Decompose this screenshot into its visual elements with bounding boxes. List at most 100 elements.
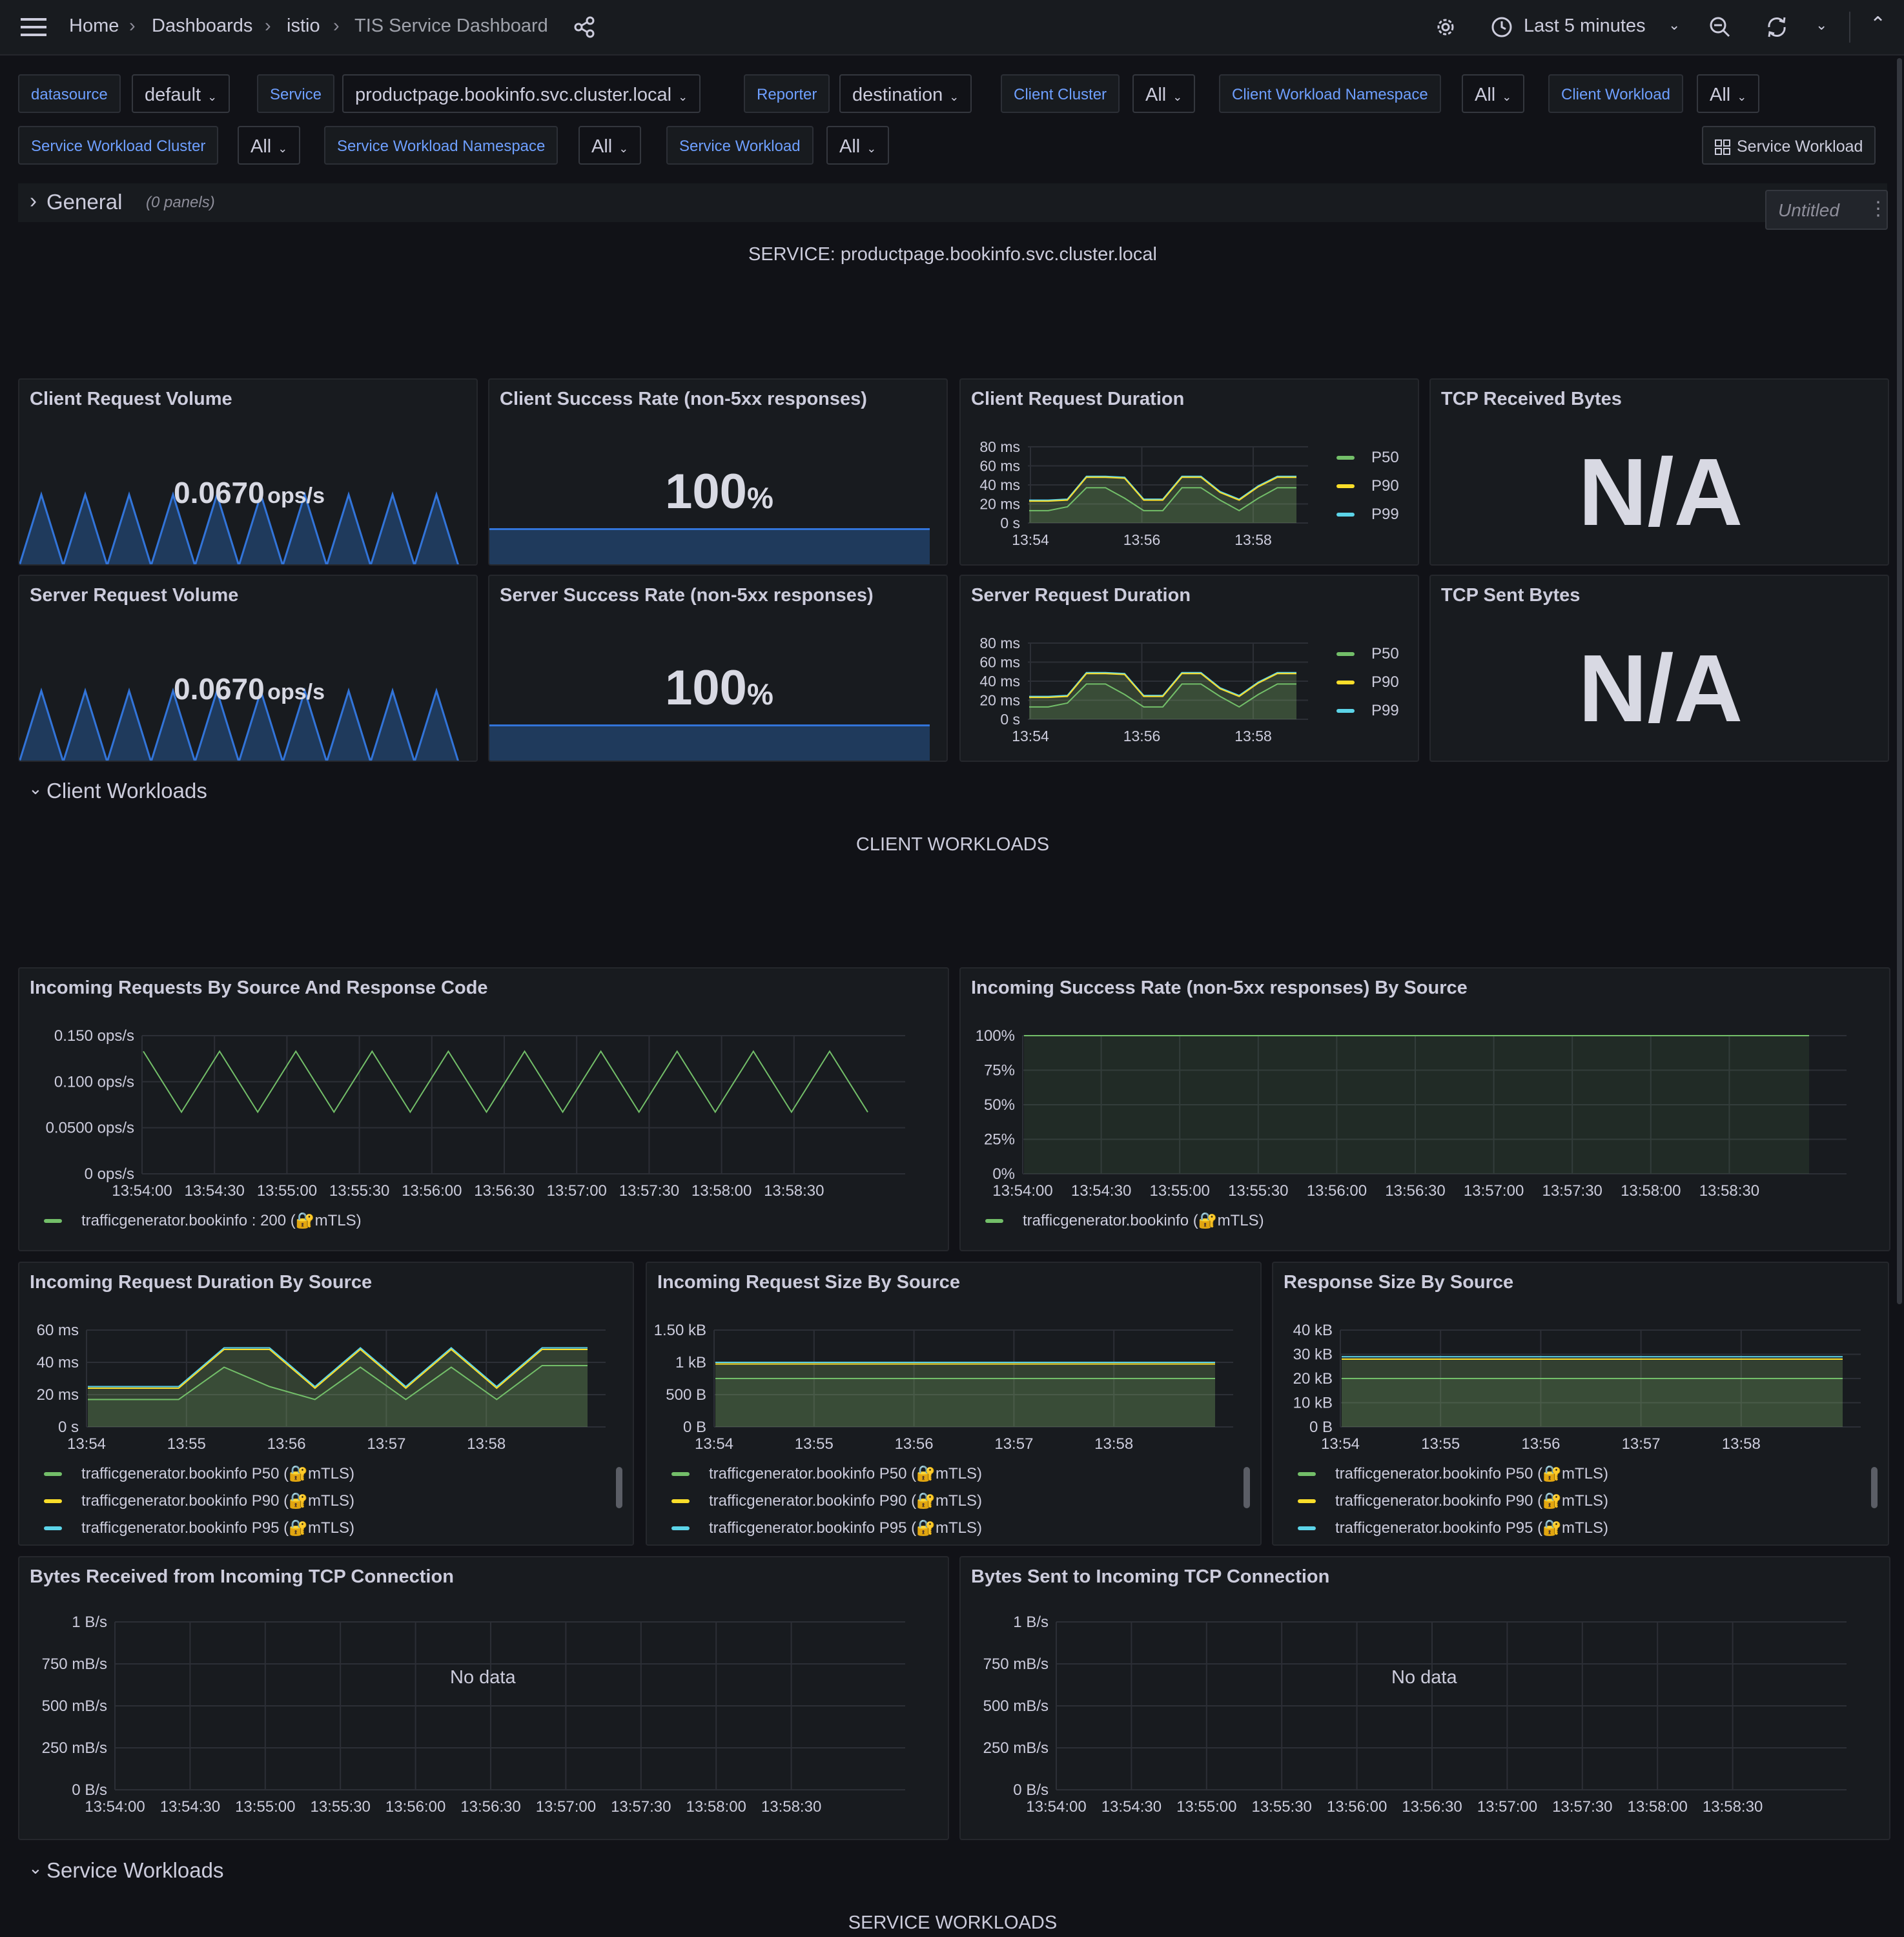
untitled-button[interactable]: Untitled ⋮ (1765, 190, 1888, 230)
variable-select-client-workload-namespace[interactable]: All ⌄ (1462, 74, 1525, 113)
y-tick-label: 80 ms (979, 438, 1020, 455)
variable-select-service-workload-namespace[interactable]: All ⌄ (578, 126, 642, 165)
share-icon[interactable] (573, 15, 597, 39)
settings-gear-icon[interactable] (1434, 15, 1457, 39)
no-data-message: No data (450, 1667, 516, 1688)
x-tick-label: 13:55:30 (1251, 1798, 1311, 1816)
series-line (1029, 683, 1296, 708)
x-tick-label: 13:56:30 (460, 1798, 520, 1816)
service-workload-link-button[interactable]: Service Workload (1702, 126, 1876, 165)
x-tick-label: 13:54 (1321, 1435, 1360, 1453)
series-area (1029, 487, 1296, 523)
panel-incoming-success-rate[interactable]: Incoming Success Rate (non-5xx responses… (959, 967, 1890, 1251)
page-scrollbar[interactable] (1897, 58, 1902, 1304)
legend-swatch (44, 1219, 62, 1223)
panel-tcp-received-bytes[interactable]: TCP Received Bytes N/A (1429, 378, 1889, 566)
x-tick-label: 13:55:30 (310, 1798, 370, 1816)
panel-bytes-sent-tcp[interactable]: Bytes Sent to Incoming TCP Connection 1 … (959, 1556, 1890, 1840)
variable-value: default (145, 85, 201, 105)
variable-value: productpage.bookinfo.svc.cluster.local (355, 85, 672, 105)
panel-incoming-request-duration[interactable]: Incoming Request Duration By Source 60 m… (18, 1262, 634, 1546)
menu-icon[interactable] (21, 17, 46, 37)
variable-select-service-workload[interactable]: All ⌄ (826, 126, 890, 165)
variable-select-client-workload[interactable]: All ⌄ (1697, 74, 1760, 113)
chevron-down-icon: ⌄ (1172, 90, 1183, 103)
zoom-out-icon[interactable] (1708, 15, 1732, 39)
series-area (1029, 684, 1296, 719)
y-tick-label: 0.150 ops/s (54, 1027, 134, 1045)
x-tick-label: 13:58 (467, 1435, 506, 1453)
variable-select-service-workload-cluster[interactable]: All ⌄ (238, 126, 301, 165)
panel-incoming-requests[interactable]: Incoming Requests By Source And Response… (18, 967, 949, 1251)
series-line (1029, 673, 1296, 699)
y-tick-label: 20 ms (979, 496, 1020, 513)
breadcrumb-dashboards[interactable]: Dashboards (152, 15, 253, 36)
breadcrumb-separator: › (265, 15, 271, 36)
x-tick-label: 13:58:30 (1703, 1798, 1763, 1816)
row-general-title[interactable]: General (46, 190, 123, 214)
chart-area: 100% 75% 50% 25% 0%13:54:00 13:54:30 13:55:00 1… (976, 1027, 1847, 1229)
chart-area: 60 ms 40 ms 20 ms 0 s13:54 13:55 13:56 13:57 13… (37, 1322, 622, 1537)
x-tick-label: 13:55:00 (235, 1798, 295, 1816)
row-service-workloads-chevron-icon[interactable]: ⌄ (28, 1858, 43, 1878)
x-tick-label: 13:54:30 (1101, 1798, 1162, 1816)
chevron-down-icon: ⌄ (949, 90, 959, 103)
time-range-picker[interactable]: Last 5 minutes (1524, 15, 1646, 36)
chevron-down-icon[interactable]: ⌄ (1668, 17, 1681, 33)
stat-unit: ops/s (267, 484, 325, 508)
panel-title: Server Request Duration (971, 585, 1191, 606)
row-general-chevron-icon[interactable]: › (30, 189, 37, 212)
row-client-workloads-title[interactable]: Client Workloads (46, 779, 207, 803)
variable-label-client-workload: Client Workload (1548, 74, 1683, 113)
chevron-down-icon: ⌄ (678, 90, 688, 103)
panel-incoming-request-size[interactable]: Incoming Request Size By Source 1.50 kB 1… (646, 1262, 1262, 1546)
refresh-icon[interactable] (1765, 15, 1788, 39)
x-tick-label: 13:54:30 (1071, 1182, 1131, 1200)
variable-select-client-cluster[interactable]: All ⌄ (1132, 74, 1196, 113)
y-tick-label: 80 ms (979, 635, 1020, 651)
row-service-workloads-title[interactable]: Service Workloads (46, 1858, 224, 1882)
panel-server-request-volume[interactable]: Server Request Volume 0.0670 ops/s (18, 575, 478, 762)
variable-label-service-workload: Service Workload (666, 126, 814, 165)
stat-value: N/A (1578, 439, 1743, 546)
legend-swatch (44, 1499, 62, 1503)
x-tick-label: 13:55:30 (329, 1182, 389, 1200)
y-tick-label: 250 mB/s (983, 1739, 1049, 1757)
x-tick-label: 13:58 (1234, 531, 1272, 548)
top-navbar: Home › Dashboards › istio › TIS Service … (0, 0, 1904, 56)
series-area (715, 1378, 1215, 1427)
row-general[interactable] (18, 183, 1887, 222)
refresh-interval-chevron-icon[interactable]: ⌄ (1816, 17, 1828, 33)
panel-client-request-volume[interactable]: Client Request Volume 0.0670 ops/s (18, 378, 478, 566)
y-tick-label: 100% (976, 1027, 1015, 1045)
collapse-chevron-up-icon[interactable]: ⌃ (1870, 14, 1887, 35)
y-tick-label: 40 ms (979, 673, 1020, 690)
panel-title: Incoming Success Rate (non-5xx responses… (971, 978, 1468, 998)
panel-bytes-received-tcp[interactable]: Bytes Received from Incoming TCP Connect… (18, 1556, 949, 1840)
panel-client-success-rate[interactable]: Client Success Rate (non-5xx responses) … (488, 378, 948, 566)
x-tick-label: 13:57:00 (546, 1182, 606, 1200)
panel-response-size[interactable]: Response Size By Source 40 kB 30 kB 20 kB 1… (1272, 1262, 1889, 1546)
variable-select-datasource[interactable]: default ⌄ (132, 74, 230, 113)
breadcrumb-folder[interactable]: istio (287, 15, 320, 36)
panel-server-request-duration[interactable]: Server Request Duration 80 ms 60 ms 40 ms 2… (959, 575, 1419, 762)
variable-select-reporter[interactable]: destination ⌄ (839, 74, 972, 113)
y-tick-label: 0 B (683, 1419, 706, 1436)
panel-client-request-duration[interactable]: Client Request Duration 80 ms 60 ms 40 ms 2… (959, 378, 1419, 566)
panel-title: Server Request Volume (30, 585, 239, 606)
x-tick-label: 13:58:00 (691, 1182, 752, 1200)
legend-label: P99 (1371, 702, 1399, 719)
row-client-workloads-chevron-icon[interactable]: ⌄ (28, 779, 43, 798)
legend-swatch (671, 1499, 690, 1503)
panel-server-success-rate[interactable]: Server Success Rate (non-5xx responses) … (488, 575, 948, 762)
breadcrumb-home[interactable]: Home (69, 15, 119, 36)
panel-tcp-sent-bytes[interactable]: TCP Sent Bytes N/A (1429, 575, 1889, 762)
stat-number: 0.0670 (174, 476, 265, 509)
legend-label: trafficgenerator.bookinfo P90 (🔐mTLS) (709, 1492, 982, 1510)
x-tick-label: 13:57:30 (611, 1798, 671, 1816)
link-button-label: Service Workload (1737, 138, 1863, 156)
stat-number: 100 (665, 661, 747, 715)
x-tick-label: 13:54 (1012, 531, 1049, 548)
more-vertical-icon[interactable]: ⋮ (1868, 198, 1888, 220)
variable-select-service[interactable]: productpage.bookinfo.svc.cluster.local ⌄ (342, 74, 701, 113)
